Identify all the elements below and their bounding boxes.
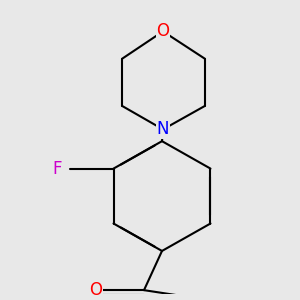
Text: O: O: [89, 281, 103, 299]
Text: O: O: [157, 22, 169, 40]
Text: N: N: [157, 120, 169, 138]
Text: F: F: [53, 160, 62, 178]
